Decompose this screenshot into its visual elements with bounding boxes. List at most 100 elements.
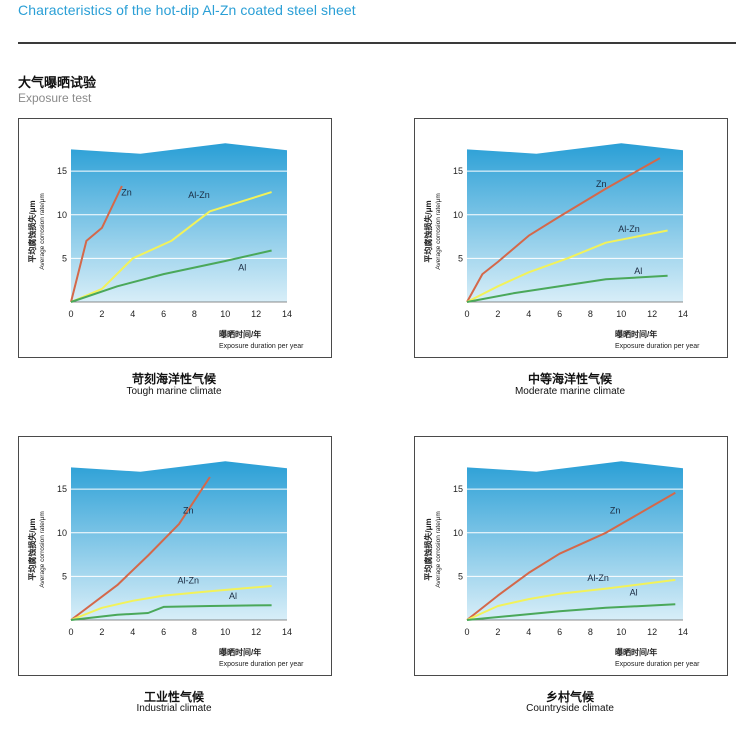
caption-zh-countryside: 乡村气候 bbox=[545, 690, 594, 704]
y-axis-label-group: 平均腐蚀损失/μm Average corrosion rate/μm bbox=[423, 193, 442, 270]
x-axis-label-chinese: 曝晒时间/年 bbox=[219, 647, 261, 657]
y-tick-label-10: 10 bbox=[453, 210, 463, 220]
chart-panel-industrial: 5 10 15 0 2 4 6 8 10 12 14 Zn Al-Zn Al 平均腐蚀损失/μm Averag… bbox=[18, 436, 332, 676]
y-axis-label-chinese: 平均腐蚀损失/μm bbox=[27, 518, 37, 580]
y-tick-label-5: 5 bbox=[458, 571, 463, 581]
x-tick-label-14: 14 bbox=[282, 627, 292, 637]
chart-moderate-marine: 5 10 15 0 2 4 6 8 10 12 14 Zn Al-Zn Al 平均腐蚀损失/μm Averag… bbox=[423, 143, 700, 350]
series-label-al: Al bbox=[229, 591, 237, 601]
x-tick-label-2: 2 bbox=[495, 627, 500, 637]
series-label-al-zn: Al-Zn bbox=[618, 224, 640, 234]
x-axis-label-chinese: 曝晒时间/年 bbox=[615, 647, 657, 657]
x-tick-label-0: 0 bbox=[464, 627, 469, 637]
caption-zh-moderate-marine: 中等海洋性气候 bbox=[527, 372, 612, 386]
x-tick-label-2: 2 bbox=[99, 309, 104, 319]
y-axis-label-chinese: 平均腐蚀损失/μm bbox=[423, 518, 433, 580]
caption-zh-industrial: 工业性气候 bbox=[143, 690, 204, 704]
x-axis-label-english: Exposure duration per year bbox=[219, 343, 304, 350]
series-line-al bbox=[466, 603, 676, 621]
page-title: Characteristics of the hot-dip Al-Zn coa… bbox=[18, 2, 356, 18]
series-label-al: Al bbox=[238, 263, 246, 273]
y-axis-label-english: Average corrosion rate/μm bbox=[435, 511, 442, 588]
x-tick-label-8: 8 bbox=[588, 627, 593, 637]
series-line-zn bbox=[70, 476, 211, 621]
chart-background-band bbox=[467, 461, 683, 620]
x-tick-label-12: 12 bbox=[647, 309, 657, 319]
caption-en-industrial: Industrial climate bbox=[136, 703, 212, 714]
series-label-al: Al bbox=[634, 266, 642, 276]
x-axis-label-chinese: 曝晒时间/年 bbox=[219, 329, 261, 339]
series-line-zn bbox=[70, 185, 123, 303]
series-label-zn: Zn bbox=[121, 188, 132, 198]
series-label-al: Al bbox=[630, 588, 638, 598]
y-tick-label-5: 5 bbox=[62, 253, 67, 263]
chart-background-band bbox=[467, 143, 683, 302]
chart-background-band bbox=[71, 461, 287, 620]
series-line-al-zn bbox=[466, 578, 676, 621]
caption-en-countryside: Countryside climate bbox=[526, 703, 614, 714]
chart-tough-marine: 5 10 15 0 2 4 6 8 10 12 14 Zn Al-Zn Al 平均腐蚀损失/μm Averag… bbox=[27, 143, 304, 350]
series-label-al-zn: Al-Zn bbox=[188, 190, 210, 200]
y-axis-label-group: 平均腐蚀损失/μm Average corrosion rate/μm bbox=[27, 511, 46, 588]
x-axis-label-english: Exposure duration per year bbox=[615, 661, 700, 668]
y-tick-label-15: 15 bbox=[57, 484, 67, 494]
x-tick-label-2: 2 bbox=[495, 309, 500, 319]
caption-en-tough-marine: Tough marine climate bbox=[126, 386, 222, 397]
y-tick-label-15: 15 bbox=[453, 484, 463, 494]
series-line-al-zn bbox=[70, 191, 272, 303]
section-title-chinese: 大气曝晒试验 bbox=[18, 75, 97, 90]
chart-background-band bbox=[71, 143, 287, 302]
x-axis-label-english: Exposure duration per year bbox=[615, 343, 700, 350]
section-title-english: Exposure test bbox=[18, 91, 92, 105]
series-line-zn bbox=[466, 491, 676, 621]
y-axis-label-english: Average corrosion rate/μm bbox=[39, 193, 46, 270]
y-axis-label-group: 平均腐蚀损失/μm Average corrosion rate/μm bbox=[423, 511, 442, 588]
chart-countryside: 5 10 15 0 2 4 6 8 10 12 14 Zn Al-Zn Al 平均腐蚀损失/μm Averag… bbox=[423, 461, 700, 668]
x-tick-label-14: 14 bbox=[282, 309, 292, 319]
y-tick-label-10: 10 bbox=[57, 210, 67, 220]
series-line-al bbox=[70, 249, 272, 303]
series-line-al bbox=[70, 604, 272, 621]
x-tick-label-8: 8 bbox=[192, 627, 197, 637]
x-tick-label-12: 12 bbox=[251, 309, 261, 319]
caption-zh-tough-marine: 苛刻海洋性气候 bbox=[131, 372, 216, 386]
x-tick-label-14: 14 bbox=[678, 309, 688, 319]
x-tick-label-10: 10 bbox=[616, 309, 626, 319]
x-tick-label-10: 10 bbox=[220, 309, 230, 319]
y-tick-label-15: 15 bbox=[57, 166, 67, 176]
title-divider bbox=[18, 42, 736, 44]
series-label-al-zn: Al-Zn bbox=[587, 573, 609, 583]
x-axis-label-english: Exposure duration per year bbox=[219, 661, 304, 668]
x-tick-label-12: 12 bbox=[647, 627, 657, 637]
x-tick-label-14: 14 bbox=[678, 627, 688, 637]
x-tick-label-8: 8 bbox=[588, 309, 593, 319]
y-tick-label-10: 10 bbox=[57, 528, 67, 538]
chart-panel-tough-marine: 5 10 15 0 2 4 6 8 10 12 14 Zn Al-Zn Al 平均腐蚀损失/μm Averag… bbox=[18, 118, 332, 358]
y-tick-label-10: 10 bbox=[453, 528, 463, 538]
series-label-zn: Zn bbox=[596, 179, 607, 189]
series-line-al-zn bbox=[70, 585, 272, 621]
x-tick-label-6: 6 bbox=[161, 627, 166, 637]
series-line-al-zn bbox=[466, 229, 668, 303]
x-tick-label-0: 0 bbox=[464, 309, 469, 319]
series-label-zn: Zn bbox=[610, 506, 621, 516]
x-tick-label-4: 4 bbox=[526, 627, 531, 637]
x-axis-label-chinese: 曝晒时间/年 bbox=[615, 329, 657, 339]
x-tick-label-6: 6 bbox=[557, 309, 562, 319]
x-tick-label-4: 4 bbox=[130, 627, 135, 637]
chart-industrial: 5 10 15 0 2 4 6 8 10 12 14 Zn Al-Zn Al 平均腐蚀损失/μm Averag… bbox=[27, 461, 304, 668]
x-tick-label-4: 4 bbox=[130, 309, 135, 319]
x-tick-label-10: 10 bbox=[616, 627, 626, 637]
x-tick-label-6: 6 bbox=[161, 309, 166, 319]
x-tick-label-6: 6 bbox=[557, 627, 562, 637]
series-line-al bbox=[466, 274, 668, 303]
x-tick-label-0: 0 bbox=[68, 627, 73, 637]
series-line-zn bbox=[466, 157, 661, 303]
y-axis-label-english: Average corrosion rate/μm bbox=[39, 511, 46, 588]
y-tick-label-15: 15 bbox=[453, 166, 463, 176]
x-tick-label-0: 0 bbox=[68, 309, 73, 319]
x-tick-label-4: 4 bbox=[526, 309, 531, 319]
chart-panel-moderate-marine: 5 10 15 0 2 4 6 8 10 12 14 Zn Al-Zn Al 平均腐蚀损失/μm Averag… bbox=[414, 118, 728, 358]
x-tick-label-8: 8 bbox=[192, 309, 197, 319]
y-axis-label-group: 平均腐蚀损失/μm Average corrosion rate/μm bbox=[27, 193, 46, 270]
